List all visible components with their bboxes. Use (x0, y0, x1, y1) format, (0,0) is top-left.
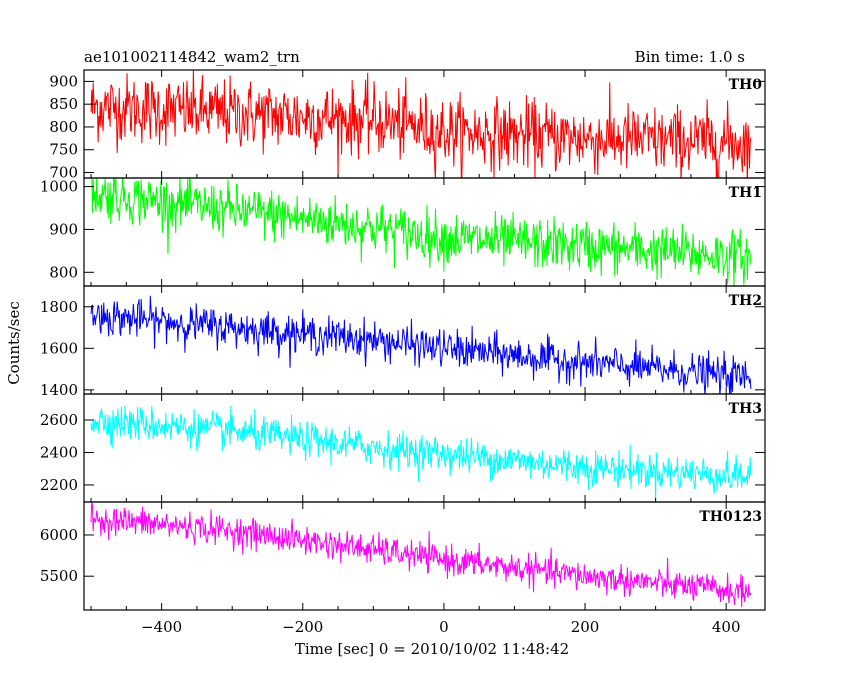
y-tick-label-th3-2400: 2400 (40, 443, 78, 461)
x-tick-label-0: 0 (439, 618, 449, 636)
x-tick-label-400: 400 (712, 618, 741, 636)
series-line-th0123 (90, 502, 752, 608)
series-label-th0: TH0 (729, 77, 763, 93)
y-tick-label-th3-2600: 2600 (40, 411, 78, 429)
series-label-th2: TH2 (729, 293, 762, 309)
series-line-th3 (90, 405, 752, 502)
y-tick-label-th0-850: 850 (49, 95, 78, 113)
y-tick-label-th3-2200: 2200 (40, 476, 78, 494)
y-tick-label-th1-800: 800 (49, 263, 78, 281)
series-line-th2 (90, 295, 752, 394)
y-tick-label-th2-1600: 1600 (40, 339, 78, 357)
series-label-th0123: TH0123 (699, 509, 762, 525)
series-label-th3: TH3 (729, 401, 762, 417)
chart-title: ae101002114842_wam2_trn (84, 48, 300, 66)
x-tick-label--200: −200 (282, 618, 323, 636)
panel-frame-th0123 (83, 501, 766, 611)
y-tick-label-th0123-6000: 6000 (40, 526, 78, 544)
x-axis-title: Time [sec] 0 = 2010/10/02 11:48:42 (295, 640, 569, 658)
y-tick-label-th0123-5500: 5500 (40, 567, 78, 585)
y-tick-label-th1-900: 900 (49, 220, 78, 238)
series-line-th1 (90, 178, 752, 286)
series-label-th1: TH1 (729, 185, 762, 201)
y-tick-label-th2-1800: 1800 (40, 298, 78, 316)
series-line-th0 (90, 70, 752, 178)
y-tick-label-th0-750: 750 (49, 141, 78, 159)
bin-time-label: Bin time: 1.0 s (635, 48, 745, 66)
y-tick-label-th2-1400: 1400 (40, 381, 78, 399)
panels-group: 700 750 800 850 900 TH0 800 900 1000 TH1 1400 1600 1… (40, 69, 766, 636)
y-tick-label-th0-800: 800 (49, 118, 78, 136)
y-axis-title: Counts/sec (5, 301, 23, 385)
y-tick-label-th0-900: 900 (49, 72, 78, 90)
y-tick-label-th1-1000: 1000 (40, 178, 78, 196)
x-tick-label-200: 200 (571, 618, 600, 636)
x-tick-label--400: −400 (141, 618, 182, 636)
y-tick-label-th0-700: 700 (49, 164, 78, 182)
